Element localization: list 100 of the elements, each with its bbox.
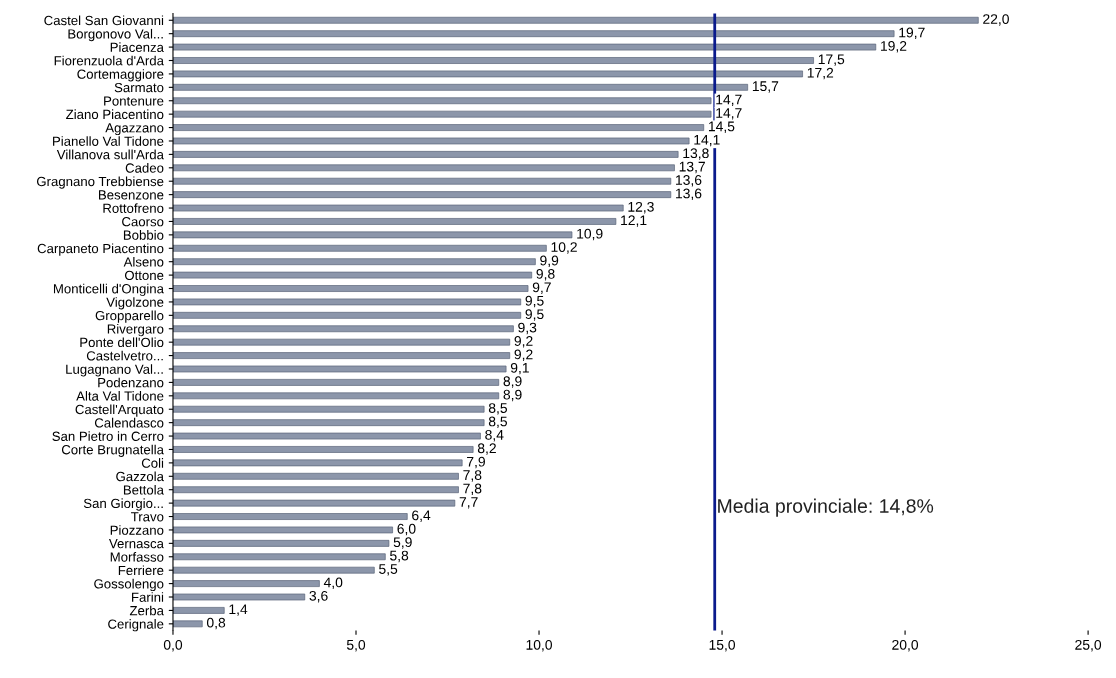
y-tick-label: Carpaneto Piacentino [37,243,164,256]
data-label: 6,4 [412,510,431,522]
data-label: 5,9 [393,537,412,549]
y-tick-label: Gragnano Trebbiense [36,176,164,189]
y-tick-label: Coli [141,458,164,468]
data-label: 9,8 [536,269,555,281]
data-label: 19,7 [899,27,925,40]
y-tick-label: Piacenza [110,42,164,52]
y-tick-label: Piozzano [110,525,164,535]
y-tick-label: Cortemaggiore [77,69,164,82]
bar [172,607,225,614]
bar [172,459,463,467]
y-tick-label: Rivergaro [107,323,164,337]
bar [172,513,408,520]
data-label: 7,7 [459,497,478,509]
bar [172,620,203,628]
data-label: 9,1 [510,362,529,375]
x-tick-label: 0,0 [163,639,183,652]
bar [172,580,320,587]
bar [172,472,459,480]
bar [172,379,500,386]
bar [172,16,979,24]
data-label: 8,5 [488,403,508,415]
y-tick-label: Fiorenzuola d'Arda [54,55,164,66]
ref-line-label: Media provinciale: 14,8% [718,498,934,517]
y-tick-label: Vigolzone [106,297,164,310]
y-tick-label: Gazzola [116,471,164,482]
y-tick-label: Gossolengo [94,578,164,592]
y-tick-label: Alseno [123,256,164,267]
data-label: 4,0 [323,577,343,589]
bar [172,526,393,534]
data-label: 9,5 [525,295,544,308]
bar [172,285,529,292]
bar [172,311,522,319]
y-tick-label: Ferriere [118,565,164,576]
data-label: 10,9 [577,228,603,241]
y-tick-label: Castel San Giovanni [44,15,164,26]
bar [172,446,474,453]
y-tick-label: Villanova sull'Arda [56,149,164,160]
data-label: 9,9 [540,255,559,268]
bar [172,593,306,601]
data-label: 9,3 [518,322,537,335]
y-tick-label: Lugagnano Val... [66,364,163,377]
y-tick-label: Caorso [122,217,164,227]
x-tick-label: 10,0 [526,639,552,652]
bar [172,164,675,172]
bar [172,204,624,212]
data-label: 13,6 [676,175,702,187]
y-tick-label: Vernasca [109,539,164,549]
y-tick-label: Sarmato [114,82,164,93]
y-tick-label: Ponte dell'Olio [80,337,164,348]
bar [172,365,507,373]
bar [172,70,803,78]
data-label: 6,0 [397,523,416,536]
x-tick-label: 25,0 [1075,639,1102,652]
y-tick-label: Cerignale [108,619,164,632]
y-tick-label: Ziano Piacentino [66,109,164,120]
data-label: 14,7 [716,108,742,120]
bar [172,432,481,440]
bar [172,218,617,225]
y-tick-label: San Giorgio... [83,498,163,511]
y-tick-label: Rottofreno [103,203,164,213]
bar [172,486,459,494]
y-tick-label: Zerba [129,605,164,616]
y-tick-label: Morfasso [110,552,164,562]
data-label: 9,2 [514,336,533,348]
data-label: 0,8 [206,617,226,630]
y-tick-label: Pianello Val Tidone [53,136,164,146]
bar [172,405,485,413]
data-label: 13,6 [676,188,702,200]
bar [172,43,877,51]
y-tick-label: Agazzano [105,123,164,136]
data-label: 14,7 [716,94,742,107]
data-label: 22,0 [983,14,1009,26]
x-tick-label: 5,0 [346,639,366,652]
data-label: 14,5 [708,121,735,133]
data-label: 8,5 [488,416,508,429]
y-tick-label: Farini [132,592,164,602]
bar [172,57,814,64]
y-tick-label: Corte Brugnatella [61,444,164,457]
bar [172,258,536,266]
y-tick-label: Alta Val Tidone [76,391,164,401]
bar [172,338,511,346]
data-label: 8,9 [503,389,522,402]
data-label: 9,7 [532,282,551,294]
bar [172,325,514,333]
bar [172,499,456,507]
data-label: 9,5 [525,309,544,321]
data-label: 5,8 [390,550,409,563]
bar [172,151,679,158]
bar [172,566,375,574]
y-tick-label: Cadeo [125,163,164,173]
bar [172,352,511,359]
data-label: 5,5 [379,564,398,576]
y-tick-label: Bettola [123,484,164,495]
bar [172,83,749,91]
bar [172,124,705,131]
data-label: 3,6 [309,590,328,603]
data-label: 8,2 [477,443,496,455]
bar [172,298,522,306]
